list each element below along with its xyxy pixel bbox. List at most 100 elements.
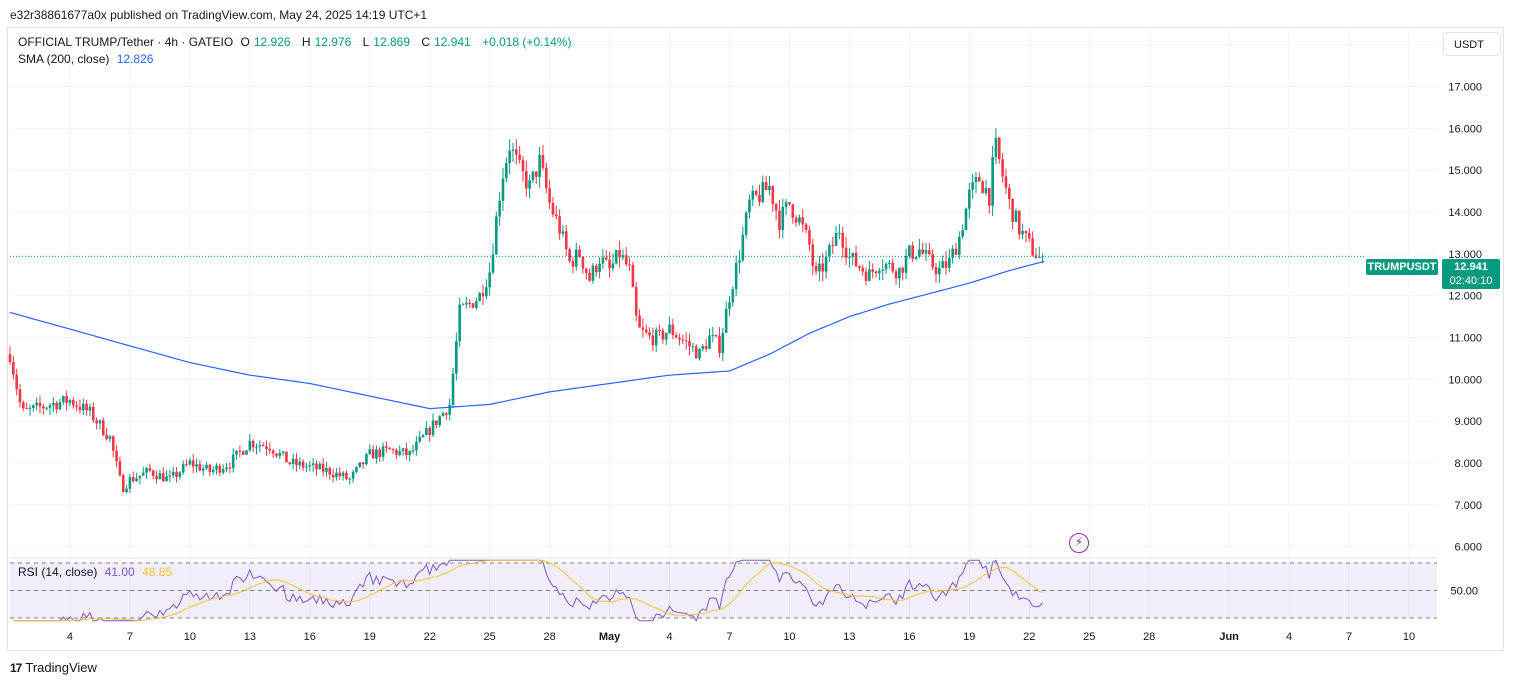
candle-body bbox=[58, 402, 62, 410]
candle-body bbox=[588, 272, 591, 281]
candle-body bbox=[634, 287, 638, 316]
candle-body bbox=[778, 210, 781, 231]
candle-body bbox=[1004, 176, 1008, 188]
candle-body bbox=[475, 301, 478, 308]
candle-body bbox=[854, 252, 858, 267]
candle-body bbox=[141, 472, 145, 476]
rsi-value: 41.00 bbox=[104, 565, 135, 579]
rsi-axis: 50.00 bbox=[1450, 586, 1478, 598]
candle-body bbox=[175, 471, 178, 477]
candle-body bbox=[421, 435, 425, 437]
candle-body bbox=[781, 206, 785, 231]
publish-info: e32r38861677a0x published on TradingView… bbox=[10, 8, 428, 22]
candle-body bbox=[941, 261, 944, 268]
candle-body bbox=[1034, 255, 1038, 258]
candle-body bbox=[378, 449, 382, 458]
candle-body bbox=[278, 452, 282, 456]
candle-body bbox=[804, 224, 808, 231]
x-tick-label: 13 bbox=[843, 631, 855, 643]
candle-body bbox=[684, 340, 688, 342]
candle-body bbox=[558, 216, 561, 234]
candle-body bbox=[748, 199, 751, 213]
y-tick-label: 16.000 bbox=[1448, 123, 1482, 135]
y-tick-label: 15.000 bbox=[1448, 165, 1482, 177]
candle-body bbox=[641, 327, 645, 330]
candle-body bbox=[368, 449, 372, 455]
x-tick-label: 13 bbox=[244, 631, 256, 643]
symbol-title[interactable]: OFFICIAL TRUMP/Tether · 4h · GATEIO bbox=[18, 35, 234, 49]
candle-body bbox=[315, 463, 318, 470]
candle-body bbox=[245, 450, 248, 455]
candle-body bbox=[771, 186, 775, 205]
candle-body bbox=[824, 256, 828, 272]
candle-body bbox=[108, 436, 112, 440]
candle-body bbox=[744, 212, 748, 235]
candle-body bbox=[25, 408, 28, 410]
candle-body bbox=[431, 420, 435, 435]
candle-body bbox=[55, 402, 58, 410]
candle-body bbox=[788, 202, 791, 205]
candle-body bbox=[828, 245, 831, 257]
candle-body bbox=[1031, 238, 1034, 256]
candle-body bbox=[358, 462, 362, 468]
x-axis: 4 7 10 13 16 19 22 25 28 May 4 7 10 13 16 19 22 25 28 Jun 4 7… bbox=[67, 631, 1415, 643]
candle-body bbox=[658, 329, 661, 331]
candle-body bbox=[198, 464, 202, 471]
candle-body bbox=[168, 475, 172, 477]
candle-body bbox=[598, 263, 601, 273]
candle-body bbox=[961, 230, 964, 237]
candle-body bbox=[694, 346, 698, 359]
candle-body bbox=[528, 180, 531, 189]
currency-unit-button[interactable]: USDT bbox=[1443, 32, 1501, 56]
candle-body bbox=[908, 245, 911, 256]
candle-body bbox=[38, 402, 42, 407]
candle-body bbox=[161, 473, 165, 482]
candle-body bbox=[268, 448, 272, 451]
candle-body bbox=[471, 303, 475, 308]
candle-body bbox=[624, 255, 628, 265]
candle-body bbox=[1011, 198, 1014, 222]
candle-body bbox=[724, 308, 728, 333]
tradingview-logo[interactable]: 17 TradingView bbox=[10, 660, 97, 675]
rsi-label: RSI (14, close) bbox=[18, 565, 98, 579]
candle-body bbox=[211, 469, 215, 472]
candle-body bbox=[678, 337, 681, 340]
candle-body bbox=[741, 234, 745, 261]
candle-body bbox=[951, 248, 954, 258]
candle-body bbox=[98, 420, 102, 424]
candle-body bbox=[408, 450, 412, 456]
candle-body bbox=[938, 267, 941, 275]
candle-body bbox=[811, 244, 815, 266]
candle-body bbox=[878, 270, 881, 274]
open-value: 12.926 bbox=[253, 35, 291, 49]
candle-body bbox=[488, 272, 491, 288]
candle-body bbox=[578, 249, 581, 257]
candle-body bbox=[375, 449, 378, 459]
candle-body bbox=[958, 236, 961, 255]
candle-body bbox=[298, 461, 302, 466]
candle-body bbox=[371, 449, 375, 459]
candle-body bbox=[1017, 210, 1021, 235]
x-tick-label: 22 bbox=[1023, 631, 1035, 643]
candle-body bbox=[355, 467, 358, 472]
candle-body bbox=[864, 271, 868, 281]
y-tick-label: 12.000 bbox=[1448, 291, 1482, 303]
candle-body bbox=[288, 462, 292, 464]
candle-body bbox=[564, 231, 568, 250]
candle-body bbox=[401, 448, 405, 451]
candle-body bbox=[191, 460, 195, 467]
candle-body bbox=[838, 232, 841, 234]
candle-body bbox=[611, 263, 615, 269]
candle-body bbox=[385, 446, 388, 448]
candle-body bbox=[931, 254, 934, 268]
y-tick-label: 17.000 bbox=[1448, 82, 1482, 94]
sma-legend[interactable]: SMA (200, close) 12.826 bbox=[18, 52, 157, 66]
candle-body bbox=[984, 188, 988, 194]
candle-body bbox=[495, 216, 498, 255]
candle-body bbox=[331, 474, 335, 478]
rsi-legend[interactable]: RSI (14, close) 41.00 48.85 bbox=[18, 565, 176, 579]
lightning-alert-icon[interactable]: ⚡ bbox=[1069, 533, 1089, 553]
candle-body bbox=[321, 463, 325, 472]
candle-body bbox=[751, 190, 755, 200]
